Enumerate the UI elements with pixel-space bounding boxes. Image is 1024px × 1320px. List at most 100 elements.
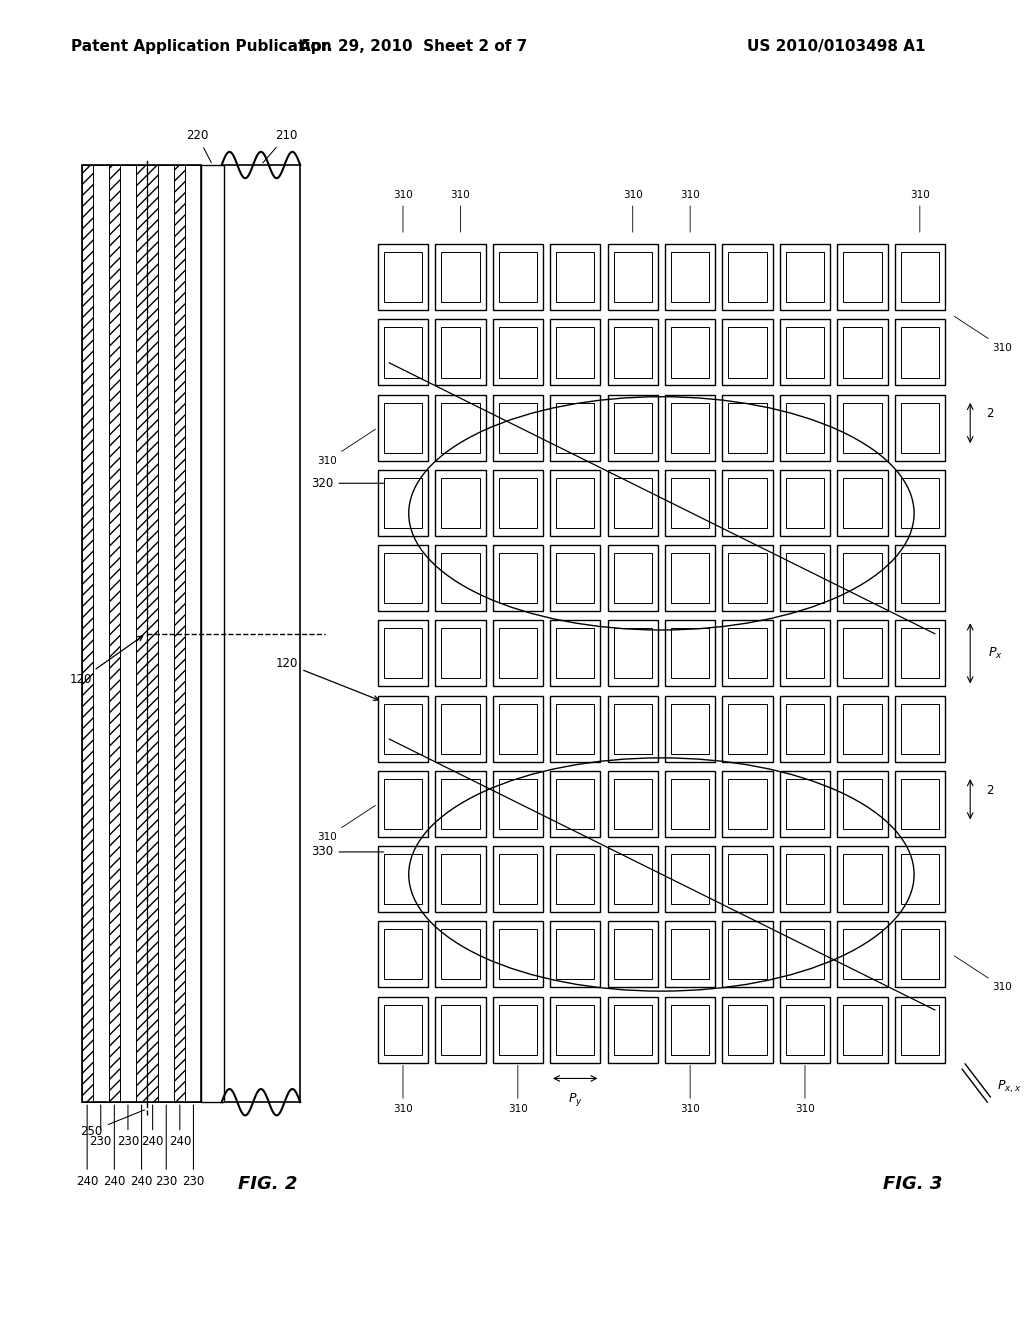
Bar	[838, 921, 888, 987]
Text: 210: 210	[263, 129, 297, 162]
Bar	[671, 854, 710, 904]
Bar	[728, 628, 767, 678]
Bar	[441, 478, 479, 528]
Bar	[550, 771, 600, 837]
Bar	[901, 327, 939, 378]
Bar	[838, 696, 888, 762]
Bar	[838, 846, 888, 912]
Bar	[785, 327, 824, 378]
Bar	[384, 779, 422, 829]
Bar	[728, 1005, 767, 1055]
Text: 240: 240	[141, 1105, 164, 1148]
Bar	[109, 165, 120, 1102]
Bar	[895, 771, 945, 837]
Bar	[550, 319, 600, 385]
Text: 310: 310	[795, 1065, 815, 1114]
Text: 310: 310	[910, 190, 930, 232]
Bar	[838, 244, 888, 310]
Bar	[493, 771, 543, 837]
Bar	[493, 395, 543, 461]
Bar	[493, 470, 543, 536]
Bar	[613, 1005, 652, 1055]
Bar	[722, 244, 773, 310]
Bar	[901, 553, 939, 603]
Bar	[785, 854, 824, 904]
Bar	[202, 165, 223, 1102]
Text: 310: 310	[317, 805, 376, 842]
Text: 310: 310	[508, 1065, 527, 1114]
Bar	[550, 545, 600, 611]
Bar	[843, 854, 882, 904]
Text: $P_{x,x}$: $P_{x,x}$	[997, 1078, 1022, 1094]
Bar	[435, 696, 485, 762]
Bar	[780, 470, 830, 536]
Bar	[550, 696, 600, 762]
Bar	[556, 779, 594, 829]
Text: 2: 2	[986, 784, 994, 796]
Text: Apr. 29, 2010  Sheet 2 of 7: Apr. 29, 2010 Sheet 2 of 7	[299, 38, 527, 54]
Bar	[785, 929, 824, 979]
Bar	[671, 327, 710, 378]
Bar	[384, 403, 422, 453]
Bar	[671, 929, 710, 979]
Bar	[895, 620, 945, 686]
Text: 240: 240	[130, 1105, 153, 1188]
Bar	[556, 478, 594, 528]
Bar	[671, 553, 710, 603]
Bar	[607, 696, 657, 762]
Bar	[665, 545, 716, 611]
Bar	[384, 854, 422, 904]
Bar	[722, 997, 773, 1063]
Bar	[665, 696, 716, 762]
Bar	[901, 628, 939, 678]
Bar	[722, 846, 773, 912]
Bar	[671, 403, 710, 453]
Bar	[901, 929, 939, 979]
Bar	[378, 771, 428, 837]
Bar	[441, 854, 479, 904]
Bar	[895, 545, 945, 611]
Bar	[722, 545, 773, 611]
Bar	[435, 395, 485, 461]
Bar	[378, 921, 428, 987]
Bar	[556, 854, 594, 904]
Bar	[378, 470, 428, 536]
Bar	[785, 252, 824, 302]
Text: 330: 330	[311, 845, 384, 858]
Bar	[174, 165, 185, 1102]
Bar	[384, 704, 422, 754]
Bar	[499, 327, 537, 378]
Bar	[441, 628, 479, 678]
Text: 320: 320	[311, 477, 384, 490]
Text: 310: 310	[954, 317, 1013, 352]
Bar	[384, 478, 422, 528]
Bar	[435, 319, 485, 385]
Bar	[556, 553, 594, 603]
Bar	[120, 165, 136, 1102]
Bar	[728, 252, 767, 302]
Bar	[722, 319, 773, 385]
Text: 240: 240	[76, 1105, 98, 1188]
Bar	[780, 771, 830, 837]
Bar	[185, 165, 202, 1102]
Bar	[785, 628, 824, 678]
Bar	[843, 929, 882, 979]
Bar	[722, 395, 773, 461]
Bar	[671, 478, 710, 528]
Bar	[671, 252, 710, 302]
Bar	[556, 252, 594, 302]
Bar	[384, 553, 422, 603]
Bar	[785, 779, 824, 829]
Bar	[435, 470, 485, 536]
Bar	[780, 696, 830, 762]
Bar	[665, 395, 716, 461]
Bar	[671, 1005, 710, 1055]
Bar	[607, 997, 657, 1063]
Bar	[722, 771, 773, 837]
Bar	[728, 929, 767, 979]
Bar	[550, 997, 600, 1063]
Bar	[895, 696, 945, 762]
Bar	[556, 704, 594, 754]
Bar	[435, 921, 485, 987]
Bar	[780, 620, 830, 686]
